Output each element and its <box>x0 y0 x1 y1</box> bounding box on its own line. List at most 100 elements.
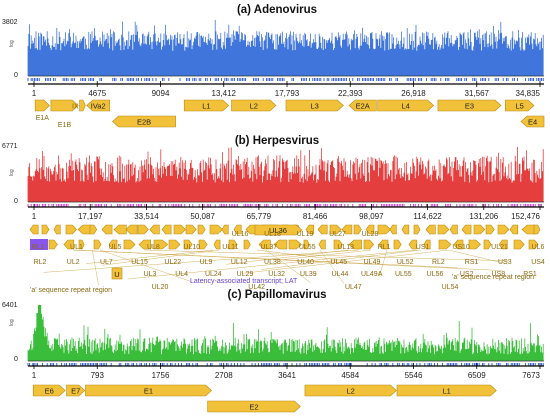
herpes-gene-label: UL5 <box>109 244 122 251</box>
herpes-gene-arrow <box>173 224 186 235</box>
gene-e1b-arrow <box>50 99 79 112</box>
herpes-gene-arrow <box>273 239 288 250</box>
herpes-gene-label: UL16 <box>232 231 249 238</box>
herpes-gene-arrow <box>65 224 77 235</box>
gene-label: L3 <box>310 102 318 111</box>
gene-label: L2 <box>250 102 258 111</box>
herpes-gene-arrow <box>461 224 472 235</box>
herpes-gene-label: US1 <box>416 244 430 251</box>
herpes-gene-label: UL47 <box>345 284 362 291</box>
herpes-gene-arrow <box>288 239 302 250</box>
herpes-label-connectors <box>43 249 510 286</box>
herpes-gene-arrow <box>401 224 410 235</box>
herpes-tick-label: 114,622 <box>413 212 442 221</box>
gene-e7-arrow <box>66 384 86 397</box>
herpes-gene-arrow <box>213 239 221 250</box>
herpes-gene-arrow <box>333 239 343 250</box>
herpes-gene-label: UL24 <box>205 271 222 278</box>
herpes-gene-label: RL1 <box>378 244 391 251</box>
gene-e2-arrow <box>207 400 301 413</box>
adeno-gene-track: E1A E1B IX IVa2 E2B L1 L2 L3 E2A L4 E3 L5 E4 <box>34 99 545 129</box>
papilloma-tick-label: 5546 <box>405 371 423 380</box>
herpes-gene-label: UL49 <box>364 259 381 266</box>
repeat-region-left-label: 'a' sequence repeat region <box>30 287 112 294</box>
herpes-gene-arrow <box>123 239 136 250</box>
gene-l2-arrow <box>231 99 277 112</box>
herpes-gene-label: UL29 <box>237 271 254 278</box>
adeno-tick-label: 13,412 <box>212 89 237 98</box>
herpes-gene-label: UL52 <box>397 259 414 266</box>
papilloma-tick-label: 793 <box>91 371 105 380</box>
herpes-title: (b) Herpesvirus <box>235 135 319 147</box>
herpes-gene-arrow <box>377 224 392 235</box>
gene-e1a-arrow <box>34 99 50 112</box>
herpes-gene-arrow <box>437 224 450 235</box>
papilloma-tick-label: 4584 <box>341 371 359 380</box>
herpes-gene-label: UL38 <box>264 259 281 266</box>
herpes-gene-label: UL37 <box>260 244 277 251</box>
papilloma-ylabel: log <box>9 319 15 326</box>
papilloma-tick-label: 1 <box>32 371 37 380</box>
papilloma-tick-label: 1756 <box>152 371 170 380</box>
herpes-gene-label: RL1 <box>32 244 45 251</box>
herpes-gene-label: UL9 <box>200 259 213 266</box>
herpes-gene-label: UL28 <box>362 231 379 238</box>
herpes-gene-arrow <box>197 224 206 235</box>
herpes-gene-label: RS1 <box>465 259 479 266</box>
herpes-gene-label: UL3 <box>144 271 157 278</box>
gene-e6-arrow <box>32 384 66 397</box>
herpes-gene-label: US8 <box>492 271 506 278</box>
herpes-gene-arrow <box>108 239 118 250</box>
herpes-gene-label: UL19 <box>297 231 314 238</box>
gene-label: E2B <box>137 118 151 127</box>
herpes-tick-label: 1 <box>32 212 37 221</box>
herpes-gene-label: US2 <box>460 271 474 278</box>
herpes-gene-arrow <box>48 239 58 250</box>
adeno-ymin: 0 <box>14 72 18 79</box>
herpes-gene-arrow <box>353 224 362 235</box>
herpes-gene-arrow <box>363 239 374 250</box>
repeat-region-right-label: 'a' sequence repeat region <box>452 274 534 281</box>
herpes-gene-arrow <box>101 224 113 235</box>
variant-strip <box>27 204 543 207</box>
herpes-gene-label: UL10 <box>183 244 200 251</box>
herpes-gene-arrow <box>209 224 223 235</box>
herpes-gene-arrow <box>228 239 238 250</box>
herpes-gene-label: RL2 <box>432 259 445 266</box>
herpes-gene-arrow <box>393 239 402 250</box>
lat-region <box>30 239 48 250</box>
herpes-gene-arrow <box>89 224 98 235</box>
herpes-ylabel: log <box>9 169 15 176</box>
papilloma-tick-label: 6509 <box>468 371 486 380</box>
herpes-gene-label: UL56 <box>427 271 444 278</box>
coverage-bars <box>27 20 544 76</box>
adeno-tick-label: 31,567 <box>465 89 490 98</box>
herpes-gene-arrow <box>63 239 75 250</box>
herpes-gene-arrow <box>528 239 539 250</box>
gene-ul36-arrow <box>254 224 303 236</box>
herpes-gene-label: RL2 <box>34 259 47 266</box>
gene-label: E1A <box>36 115 50 122</box>
adeno-title: (a) Adenovirus <box>237 4 317 16</box>
herpes-gene-arrow <box>425 224 436 235</box>
gene-e2a-arrow <box>348 99 377 112</box>
herpes-gene-label: UL45 <box>330 259 347 266</box>
adeno-tick-label: 26,918 <box>401 89 426 98</box>
herpes-gene-arrow <box>498 239 508 250</box>
herpes-gene-label: UL32 <box>268 271 285 278</box>
herpes-tick-label: 50,087 <box>190 212 215 221</box>
herpes-gene-arrow <box>485 224 495 235</box>
adeno-axis: 1 4675 9094 13,412 17,793 22,393 26,918 31,567 3… <box>28 81 544 98</box>
herpes-gene-label: UL13 <box>337 244 354 251</box>
gene-l1-arrow <box>396 384 497 397</box>
papilloma-tick-label: 2708 <box>215 371 233 380</box>
gene-label: L1 <box>443 387 451 396</box>
gene-label: L5 <box>515 102 523 111</box>
gene-label: E1 <box>144 387 153 396</box>
herpes-gene-label: UL27 <box>329 231 346 238</box>
herpes-gene-arrow <box>509 224 519 235</box>
herpes-gene-arrow <box>473 224 486 235</box>
herpes-gene-label: US3 <box>498 259 512 266</box>
herpes-gene-label: UL22 <box>164 259 181 266</box>
